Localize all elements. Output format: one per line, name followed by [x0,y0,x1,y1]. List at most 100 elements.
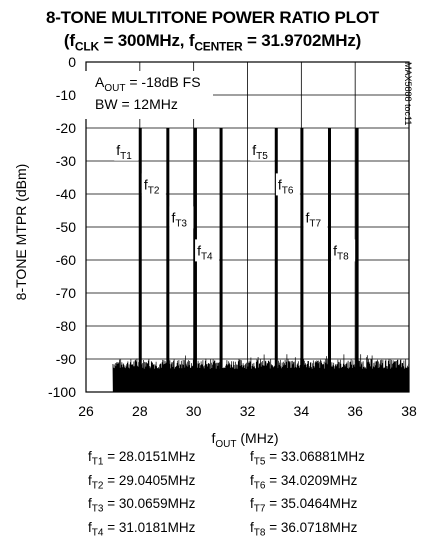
tone-frequency-t2: fT2 = 29.0405MHz [88,472,195,496]
subtitle-clk-sub: CLK [74,39,99,54]
tone-label-sub: T3 [175,218,187,229]
tone-line-t6 [300,128,304,392]
freq-symbol: f [88,520,92,536]
x-axis-label-sub: OUT [215,439,236,450]
tone-frequency-t3: fT3 = 30.0659MHz [88,495,195,519]
tone-label-main: f [252,142,256,158]
x-axis-label: fOUT (MHz) [212,430,279,450]
freq-symbol-sub: T8 [253,527,266,539]
tone-label-t8: fT8 [333,242,349,262]
tone-line-t2 [166,128,170,392]
y-tick-label: -10 [56,87,76,103]
subtitle-open: (f [63,31,75,50]
tone-label-sub: T4 [201,251,213,262]
subtitle-clk-value: = 300MHz, f [98,31,195,50]
aout-prefix: A [95,74,105,90]
freq-value: = 36.0718MHz [265,520,358,536]
side-label: MAX5888 toc11 [403,62,413,125]
y-tick-label: -40 [56,186,76,202]
tone-line-t4 [219,128,223,392]
tone-line-t7 [327,128,331,392]
tone-frequency-list-left: fT1 = 28.0151MHz fT2 = 29.0405MHz fT3 = 30… [88,448,195,543]
tone-label-sub: T2 [148,185,160,196]
y-tick-label: -60 [56,252,76,268]
tone-line-t5 [274,128,278,392]
tone-label-sub: T5 [256,151,268,162]
tone-label-bg [195,239,220,262]
tone-label-bg [331,239,356,262]
x-tick-label: 38 [401,403,417,419]
freq-value: = 31.0181MHz [103,520,196,536]
x-axis-label-main: f [212,430,216,446]
freq-symbol-sub: T6 [253,480,266,492]
tone-label-t5: fT5 [252,142,268,162]
plot-frame [85,61,410,393]
tone-line-t1 [138,128,142,392]
freq-value: = 33.06881MHz [265,449,365,464]
freq-symbol-sub: T4 [91,527,104,539]
freq-value: = 34.0209MHz [265,472,358,488]
tone-frequency-t5: fT5 = 33.06881MHz [250,448,365,472]
tone-frequency-t8: fT8 = 36.0718MHz [250,519,365,543]
tone-frequency-t4: fT4 = 31.0181MHz [88,519,195,543]
freq-value: = 29.0405MHz [103,472,196,488]
freq-symbol-sub: T2 [91,480,104,492]
y-tick-label: -100 [48,384,76,400]
y-tick-label: -50 [56,219,76,235]
tone-label-bg [114,138,139,161]
tone-line-t8 [355,128,359,392]
freq-symbol: f [250,496,254,512]
tone-label-sub: T6 [282,185,294,196]
noise-floor [112,354,410,393]
freq-symbol-sub: T1 [91,456,104,468]
tone-label-main: f [116,142,120,158]
freq-value: = 35.0464MHz [265,496,358,512]
aout-annotation: AOUT = -18dB FS [95,74,201,94]
tone-label-t2: fT2 [144,176,160,196]
tone-label-main: f [144,176,148,192]
freq-symbol: f [88,472,92,488]
x-tick-label: 30 [186,403,202,419]
tone-label-t7: fT7 [305,209,321,229]
freq-symbol-sub: T7 [253,504,266,516]
y-tick-label: -80 [56,318,76,334]
tone-label-bg [275,173,300,196]
tone-label-bg [303,206,328,229]
subtitle-center-value: = 31.9702MHz) [242,31,362,50]
y-tick-label: -30 [56,153,76,169]
tone-label-t6: fT6 [278,176,294,196]
freq-symbol-sub: T5 [253,456,266,468]
tone-frequency-t1: fT1 = 28.0151MHz [88,448,195,472]
freq-symbol: f [88,496,92,512]
tone-label-t3: fT3 [171,209,187,229]
tone-label-sub: T7 [309,218,321,229]
bw-annotation: BW = 12MHz [95,96,178,112]
y-axis-label: 8-TONE MTPR (dBm) [13,164,29,301]
tone-label-main: f [333,242,337,258]
freq-value: = 28.0151MHz [103,449,196,464]
y-tick-label: -70 [56,285,76,301]
annotation-background [85,71,213,119]
y-tick-label: -90 [56,351,76,367]
tone-label-bg [141,173,166,196]
freq-symbol: f [250,472,254,488]
tone-frequency-t6: fT6 = 34.0209MHz [250,472,365,496]
x-tick-label: 34 [294,403,310,419]
x-tick-label: 36 [347,403,363,419]
tone-frequency-t7: fT7 = 35.0464MHz [250,495,365,519]
tone-label-main: f [278,176,282,192]
tone-label-main: f [305,209,309,225]
tone-label-sub: T8 [337,251,349,262]
freq-symbol-sub: T3 [91,504,104,516]
freq-value: = 30.0659MHz [103,496,196,512]
aout-sub: OUT [104,83,125,94]
freq-symbol: f [250,520,254,536]
x-axis-label-unit: (MHz) [237,430,279,446]
x-tick-label: 26 [78,403,94,419]
tone-label-sub: T1 [120,151,132,162]
x-tick-label: 32 [240,403,256,419]
chart-title: 8-TONE MULTITONE POWER RATIO PLOT [45,8,380,27]
